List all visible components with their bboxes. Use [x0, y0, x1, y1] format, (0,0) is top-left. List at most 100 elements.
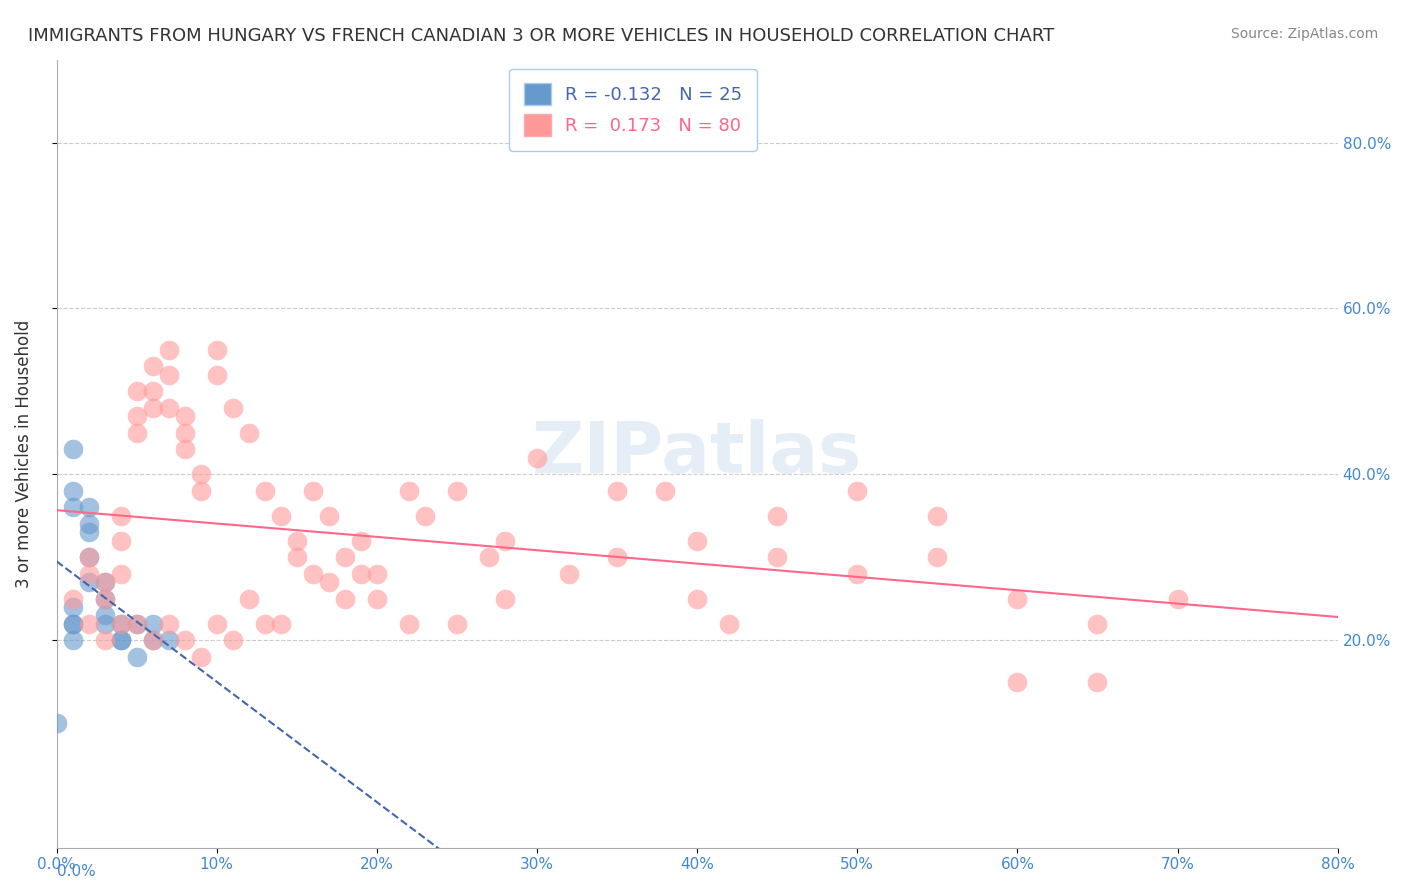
Point — [110, 633, 132, 648]
Point — [446, 483, 468, 498]
Point — [413, 508, 436, 523]
Point — [77, 550, 100, 565]
Point — [142, 359, 165, 374]
Point — [142, 616, 165, 631]
Point — [77, 525, 100, 540]
Point — [285, 550, 308, 565]
Point — [62, 633, 84, 648]
Point — [157, 633, 180, 648]
Point — [333, 550, 356, 565]
Point — [270, 508, 292, 523]
Point — [366, 566, 388, 581]
Point — [333, 591, 356, 606]
Point — [478, 550, 501, 565]
Point — [318, 508, 340, 523]
Point — [173, 425, 195, 440]
Point — [606, 483, 628, 498]
Point — [93, 591, 115, 606]
Point — [301, 566, 323, 581]
Point — [190, 467, 212, 482]
Point — [190, 483, 212, 498]
Point — [285, 533, 308, 548]
Text: 0.0%: 0.0% — [56, 864, 96, 880]
Point — [205, 343, 228, 357]
Point — [93, 591, 115, 606]
Point — [718, 616, 741, 631]
Point — [1087, 616, 1109, 631]
Point — [350, 533, 373, 548]
Point — [927, 508, 949, 523]
Text: Source: ZipAtlas.com: Source: ZipAtlas.com — [1230, 27, 1378, 41]
Point — [398, 483, 420, 498]
Point — [142, 633, 165, 648]
Point — [157, 343, 180, 357]
Point — [142, 384, 165, 399]
Point — [125, 649, 148, 664]
Point — [77, 566, 100, 581]
Point — [142, 401, 165, 415]
Point — [93, 575, 115, 590]
Point — [110, 566, 132, 581]
Point — [205, 368, 228, 382]
Text: IMMIGRANTS FROM HUNGARY VS FRENCH CANADIAN 3 OR MORE VEHICLES IN HOUSEHOLD CORRE: IMMIGRANTS FROM HUNGARY VS FRENCH CANADI… — [28, 27, 1054, 45]
Point — [1007, 674, 1029, 689]
Point — [173, 633, 195, 648]
Point — [77, 575, 100, 590]
Point — [77, 500, 100, 515]
Point — [318, 575, 340, 590]
Point — [1087, 674, 1109, 689]
Point — [686, 591, 709, 606]
Point — [157, 616, 180, 631]
Point — [253, 483, 276, 498]
Point — [125, 384, 148, 399]
Point — [494, 533, 516, 548]
Point — [446, 616, 468, 631]
Point — [606, 550, 628, 565]
Point — [62, 500, 84, 515]
Point — [77, 517, 100, 532]
Point — [526, 450, 548, 465]
Point — [766, 550, 789, 565]
Point — [222, 633, 245, 648]
Point — [398, 616, 420, 631]
Point — [142, 633, 165, 648]
Point — [927, 550, 949, 565]
Point — [766, 508, 789, 523]
Point — [93, 616, 115, 631]
Point — [222, 401, 245, 415]
Point — [253, 616, 276, 631]
Point — [77, 550, 100, 565]
Point — [494, 591, 516, 606]
Point — [110, 616, 132, 631]
Point — [190, 649, 212, 664]
Point — [125, 616, 148, 631]
Point — [350, 566, 373, 581]
Point — [125, 425, 148, 440]
Point — [654, 483, 676, 498]
Point — [157, 368, 180, 382]
Point — [62, 616, 84, 631]
Point — [110, 633, 132, 648]
Point — [62, 600, 84, 615]
Point — [1166, 591, 1188, 606]
Point — [93, 608, 115, 623]
Point — [62, 483, 84, 498]
Point — [270, 616, 292, 631]
Point — [157, 401, 180, 415]
Point — [238, 591, 260, 606]
Point — [110, 616, 132, 631]
Point — [301, 483, 323, 498]
Point — [1007, 591, 1029, 606]
Point — [62, 616, 84, 631]
Point — [125, 616, 148, 631]
Point — [238, 425, 260, 440]
Point — [62, 442, 84, 457]
Point — [366, 591, 388, 606]
Point — [110, 533, 132, 548]
Point — [205, 616, 228, 631]
Point — [686, 533, 709, 548]
Point — [45, 716, 67, 731]
Point — [558, 566, 581, 581]
Point — [173, 409, 195, 424]
Point — [110, 508, 132, 523]
